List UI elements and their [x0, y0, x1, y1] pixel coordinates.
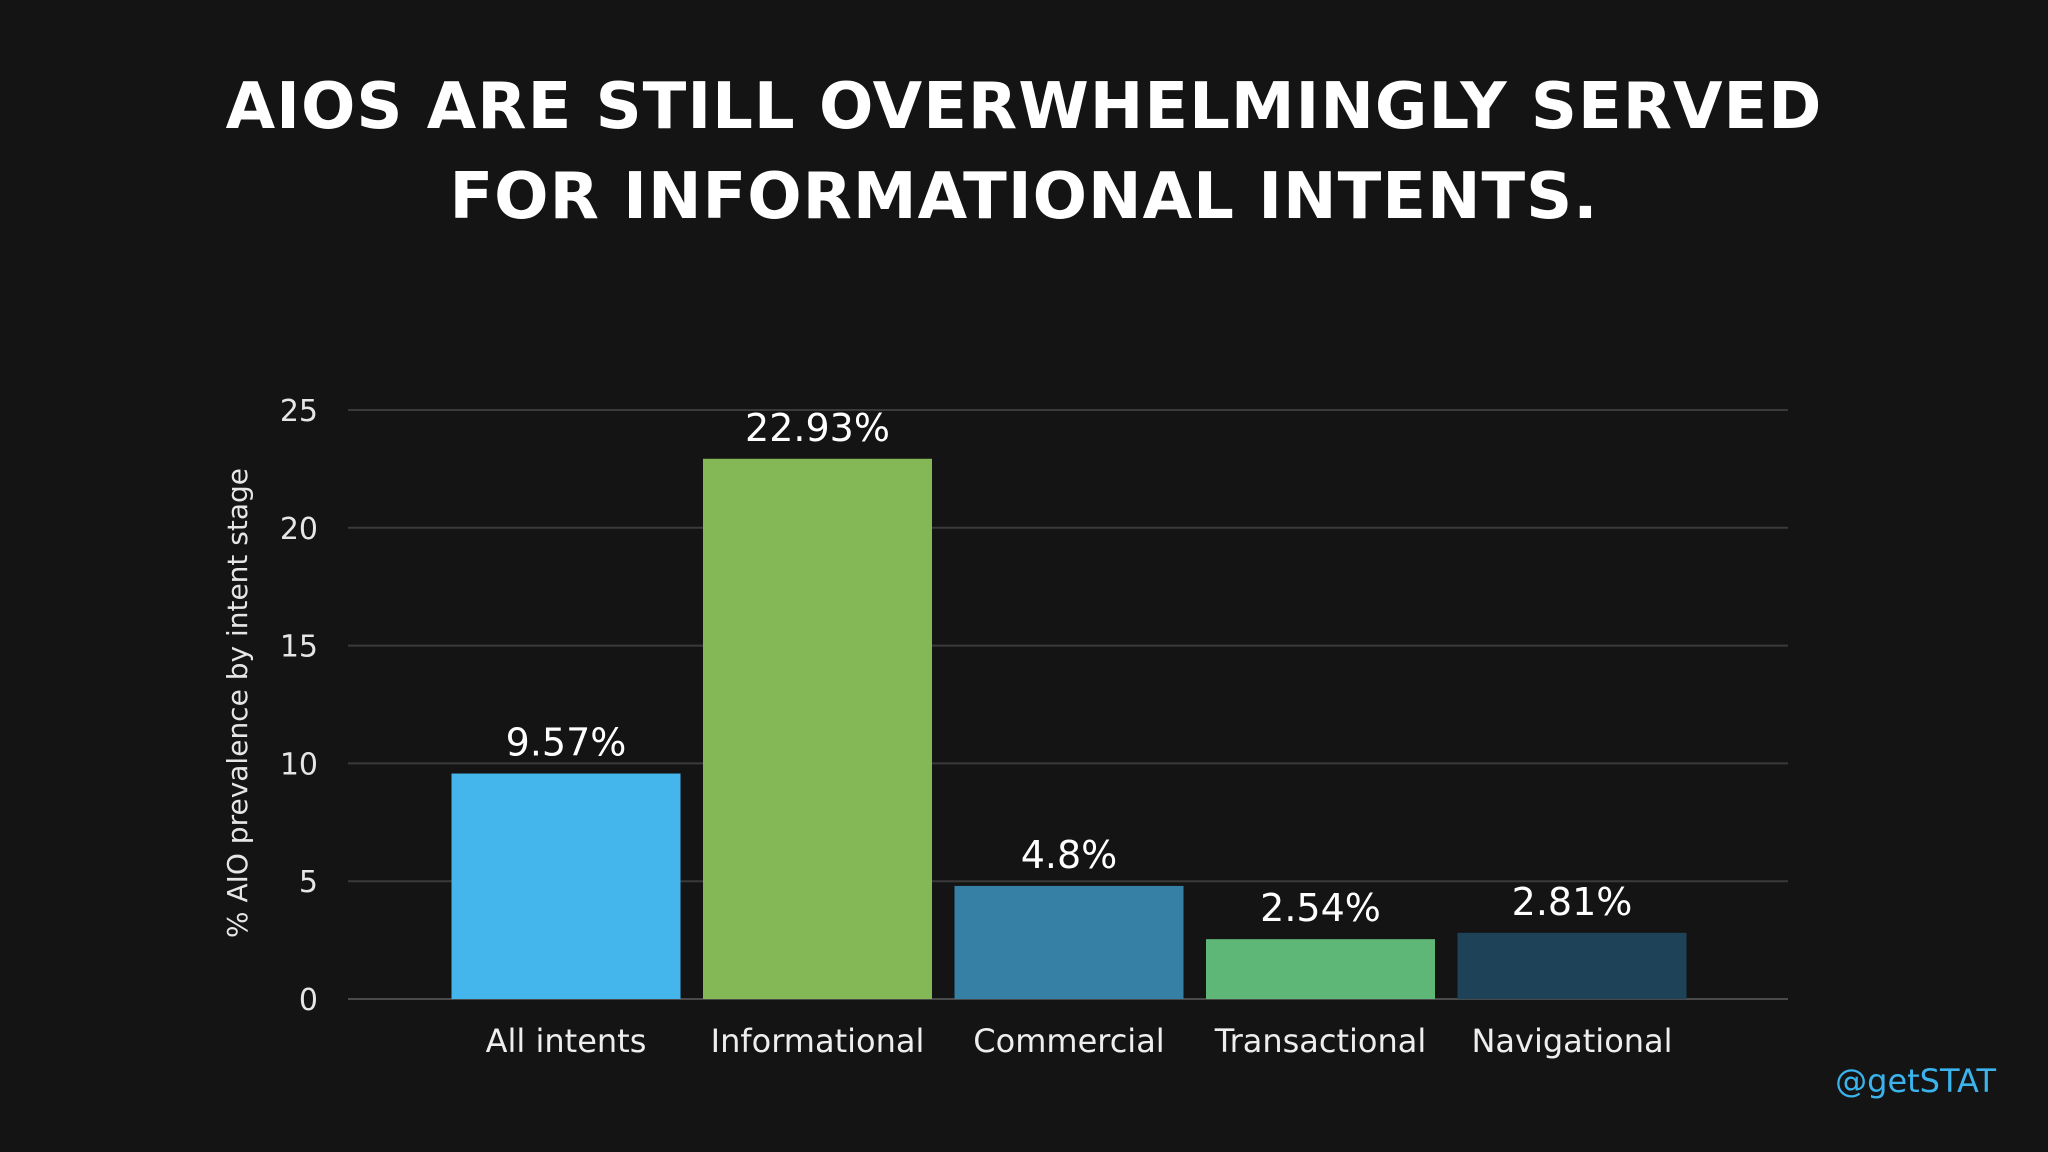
bars: [451, 458, 1687, 1000]
y-tick-label: 5: [299, 865, 318, 900]
category-label: Commercial: [973, 1022, 1164, 1060]
bar-informational: [703, 458, 932, 1000]
title-line-1: AIOS ARE STILL OVERWHELMINGLY SERVED: [225, 70, 1823, 144]
chart-title: AIOS ARE STILL OVERWHELMINGLY SERVED FOR…: [0, 62, 2048, 242]
data-label: 9.57%: [506, 721, 627, 765]
category-label: Transactional: [1214, 1022, 1427, 1060]
twitter-handle: @getSTAT: [1835, 1062, 1996, 1100]
y-tick-label: 0: [299, 983, 318, 1018]
data-label: 2.54%: [1260, 886, 1381, 930]
category-labels: All intents Informational Commercial Transa…: [486, 1022, 1673, 1060]
bar-navigational: [1457, 932, 1687, 999]
data-label: 4.8%: [1021, 833, 1118, 877]
y-tick-label: 15: [280, 630, 318, 665]
y-tick-label: 10: [280, 747, 318, 782]
data-label: 2.81%: [1512, 880, 1633, 924]
category-label: All intents: [486, 1022, 647, 1060]
title-line-2: FOR INFORMATIONAL INTENTS.: [449, 160, 1599, 234]
data-labels: 9.57% 22.93% 4.8% 2.54% 2.81%: [506, 406, 1633, 930]
bar-all-intents: [451, 773, 681, 999]
y-tick-label: 20: [280, 512, 318, 547]
category-label: Navigational: [1471, 1022, 1672, 1060]
bar-transactional: [1206, 939, 1435, 999]
y-tick-label: 25: [280, 394, 318, 429]
y-axis-label: % AIO prevalence by intent stage: [221, 468, 254, 938]
y-axis-ticks: 0 5 10 15 20 25: [280, 394, 318, 1018]
bar-commercial: [954, 885, 1184, 999]
category-label: Informational: [711, 1022, 925, 1060]
data-label: 22.93%: [745, 406, 890, 450]
